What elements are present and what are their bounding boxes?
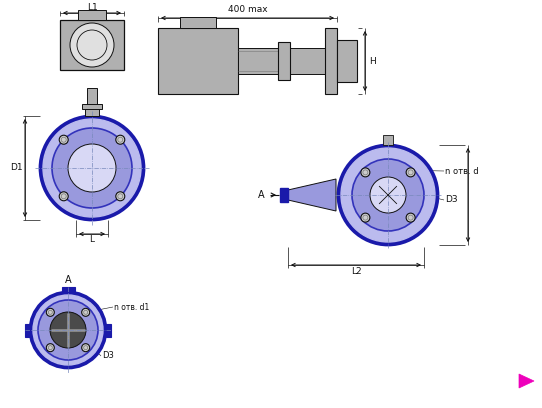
Text: 400 max: 400 max	[228, 5, 267, 15]
Bar	[78, 10, 106, 20]
Bar	[290, 48, 325, 74]
Circle shape	[59, 192, 68, 201]
Circle shape	[50, 312, 86, 348]
Circle shape	[30, 292, 106, 368]
Bar	[82, 104, 102, 109]
Bar	[25, 324, 30, 337]
Bar	[158, 28, 238, 94]
Bar	[280, 188, 288, 202]
Bar	[238, 48, 278, 74]
Circle shape	[68, 144, 116, 192]
Bar	[180, 17, 216, 28]
Polygon shape	[288, 179, 336, 211]
Text: D1: D1	[10, 164, 22, 173]
Bar	[62, 287, 75, 292]
Circle shape	[361, 168, 370, 177]
Circle shape	[46, 344, 54, 352]
Circle shape	[46, 308, 54, 316]
Circle shape	[341, 148, 435, 242]
Circle shape	[361, 213, 370, 222]
Circle shape	[52, 128, 132, 208]
Circle shape	[116, 192, 125, 201]
Text: L2: L2	[351, 268, 362, 277]
Bar	[87, 88, 97, 106]
Circle shape	[70, 23, 114, 67]
Bar	[106, 324, 111, 337]
Bar	[60, 20, 124, 70]
Circle shape	[33, 295, 103, 365]
Text: n отв. d: n отв. d	[445, 166, 479, 175]
Circle shape	[82, 308, 89, 316]
Circle shape	[40, 116, 144, 220]
Text: A: A	[64, 275, 72, 285]
Bar	[337, 40, 357, 82]
Text: H: H	[369, 56, 376, 66]
Text: A: A	[259, 190, 265, 200]
Bar	[278, 42, 290, 80]
Circle shape	[116, 135, 125, 144]
Polygon shape	[519, 374, 534, 388]
Bar	[85, 108, 99, 116]
Circle shape	[38, 300, 98, 360]
Circle shape	[406, 213, 415, 222]
Text: D3: D3	[445, 195, 457, 204]
Text: n отв. d1: n отв. d1	[114, 302, 149, 311]
Circle shape	[43, 119, 141, 217]
Bar	[325, 28, 337, 94]
Circle shape	[406, 168, 415, 177]
Bar	[383, 135, 393, 145]
Text: L: L	[89, 235, 94, 244]
Text: L1: L1	[87, 2, 98, 11]
Circle shape	[352, 159, 424, 231]
Circle shape	[370, 177, 406, 213]
Text: D3: D3	[102, 352, 114, 361]
Circle shape	[338, 145, 438, 245]
Circle shape	[59, 135, 68, 144]
Circle shape	[82, 344, 89, 352]
